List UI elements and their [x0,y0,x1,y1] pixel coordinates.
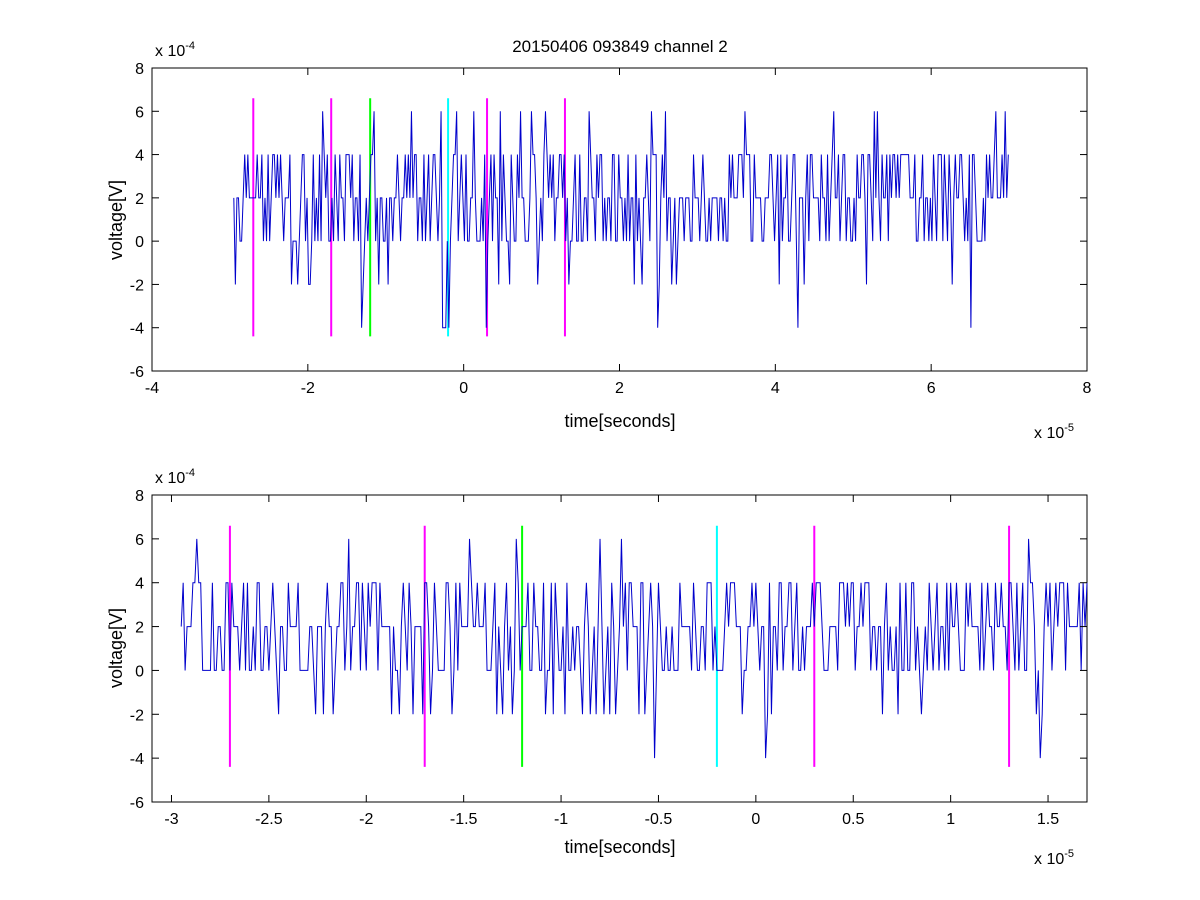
bottom-plot-ytick-label: -6 [130,795,144,812]
bottom-plot-xtick-label: -2 [359,811,373,828]
bottom-plot-xtick-label: -1.5 [450,811,478,828]
top-plot-ytick-label: 6 [135,104,144,121]
bottom-plot-ytick-label: 4 [135,576,144,593]
bottom-plot-ytick-label: 0 [135,663,144,680]
top-plot-ytick-label: 2 [135,191,144,208]
top-plot-ylabel: voltage[V] [106,180,126,260]
top-plot-signal [233,111,1009,329]
top-plot-ytick-label: 0 [135,234,144,251]
bottom-plot-x-exponent: x 10-5 [1034,848,1074,868]
bottom-plot-y-exponent: x 10-4 [155,467,195,487]
bottom-plot-ytick-label: 6 [135,532,144,549]
bottom-plot-signal-line [180,538,1088,759]
top-plot-ytick-label: -2 [130,277,144,294]
bottom-plot-xtick-label: -1 [554,811,568,828]
bottom-plot-xticks: -3 -2.5 -2 -1.5 -1 -0.5 0 0.5 1 1.5 [164,495,1059,828]
bottom-plot-markers [228,525,1011,767]
top-plot-ytick-label: 4 [135,148,144,165]
top-plot-xtick-label: 4 [771,380,780,397]
top-plot-xticks: -4 -2 0 2 4 6 8 [145,68,1092,397]
bottom-plot-xtick-label: 1.5 [1037,811,1059,828]
figure-title: 20150406 093849 channel 2 [512,37,728,56]
bottom-plot-ylabel: voltage[V] [106,608,126,688]
top-plot-xtick-label: 6 [927,380,936,397]
top-plot-xtick-label: -2 [301,380,315,397]
top-plot-signal-line [233,111,1009,329]
bottom-plot-ytick-label: 8 [135,488,144,505]
bottom-plot-yticks: -6 -4 -2 0 2 4 6 8 [130,488,1087,812]
bottom-plot-xtick-label: -2.5 [255,811,283,828]
top-plot-xtick-label: 8 [1083,380,1092,397]
bottom-plot-xtick-label: -3 [164,811,178,828]
top-plot-y-exponent: x 10-4 [155,40,195,60]
bottom-plot-ytick-label: -4 [130,751,144,768]
bottom-plot-xlabel: time[seconds] [564,837,675,857]
bottom-plot-axes-box [151,494,1088,803]
top-plot-x-exponent: x 10-5 [1034,422,1074,442]
bottom-plot-xtick-label: 0.5 [842,811,864,828]
top-plot-xtick-label: 2 [615,380,624,397]
bottom-plot-xtick-label: -0.5 [645,811,673,828]
bottom-plot-xtick-label: 1 [946,811,955,828]
top-plot-ytick-label: -6 [130,364,144,381]
top-plot-xlabel: time[seconds] [564,411,675,431]
bottom-plot-xtick-label: 0 [751,811,760,828]
bottom-plot-ytick-label: -2 [130,707,144,724]
top-plot-ytick-label: 8 [135,61,144,78]
top-plot-xtick-label: -4 [145,380,159,397]
top-plot-xtick-label: 0 [459,380,468,397]
top-plot-yticks: -6 -4 -2 0 2 4 6 8 [130,61,1087,381]
bottom-plot-ytick-label: 2 [135,620,144,637]
bottom-plot: -3 -2.5 -2 -1.5 -1 -0.5 0 0.5 1 1.5 -6 -4 -2 0 2 4 6 8 t… [106,467,1088,868]
bottom-plot-signal [180,538,1088,759]
top-plot-ytick-label: -4 [130,321,144,338]
